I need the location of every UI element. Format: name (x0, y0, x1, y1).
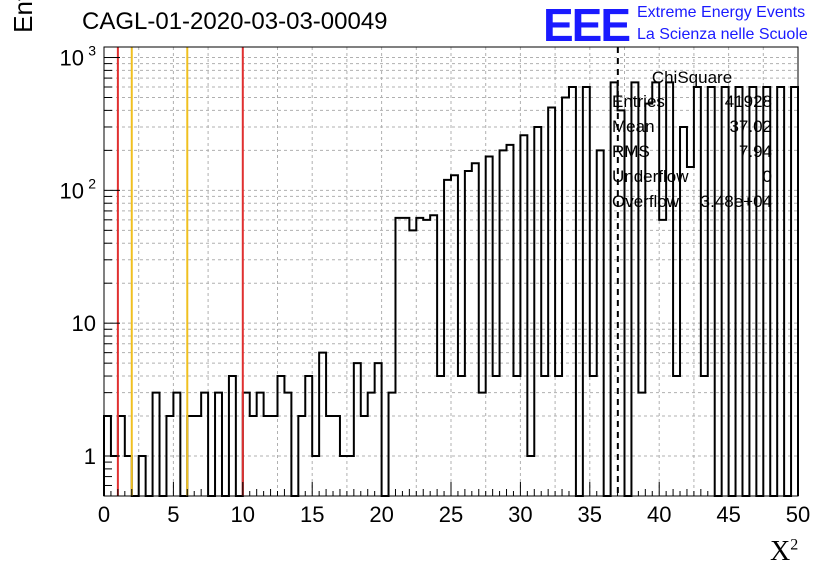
logo-line-1: Extreme Energy Events (637, 4, 806, 21)
x-tick-label: 5 (167, 502, 179, 527)
y-tick-label-superscript: 2 (88, 175, 96, 191)
x-axis-label-base: X (770, 536, 791, 567)
logo-line-2: La Scienza nelle Scuole (637, 26, 808, 43)
stats-value: 41928 (724, 92, 772, 111)
x-tick-label: 0 (98, 502, 110, 527)
x-tick-label: 20 (369, 502, 393, 527)
x-tick-label: 10 (231, 502, 255, 527)
stats-row: Entries 41928 (612, 92, 772, 117)
stats-name: ChiSquare (651, 68, 733, 87)
x-axis-ticks: 0 5 10 15 20 25 30 35 40 45 50 (98, 482, 810, 527)
stats-label: Entries (612, 92, 665, 111)
stats-row: Overflow 3.48e+04 (612, 192, 772, 217)
x-tick-label: 50 (786, 502, 810, 527)
y-tick-label: 10 (60, 46, 84, 71)
y-tick-label-superscript: 3 (88, 43, 96, 59)
stats-row: RMS 7.94 (612, 142, 772, 167)
stats-box: ChiSquare Entries 41928 Mean 37.02 RMS 7.94… (612, 68, 772, 217)
y-tick-label: 1 (84, 444, 96, 469)
stats-value: 37.02 (729, 117, 772, 136)
x-tick-label: 35 (578, 502, 602, 527)
histogram-bars (103, 81, 799, 497)
x-axis-label-superscript: 2 (790, 536, 799, 554)
stats-value: 0 (762, 167, 772, 186)
stats-value: 3.48e+04 (700, 192, 772, 211)
y-tick-label: 10 (60, 178, 84, 203)
y-axis-label: Entries/bin (8, 0, 39, 110)
y-tick-label: 10 (72, 311, 96, 336)
stats-row: Mean 37.02 (612, 117, 772, 142)
x-tick-label: 25 (439, 502, 463, 527)
x-tick-label: 15 (300, 502, 324, 527)
stats-value: 7.94 (738, 142, 772, 161)
stats-row: Underflow 0 (612, 167, 772, 192)
histogram-outline (103, 81, 799, 497)
stats-label: RMS (612, 142, 650, 161)
stats-label: Underflow (612, 167, 689, 186)
x-axis-label: X2 (770, 536, 798, 568)
x-tick-label: 45 (716, 502, 740, 527)
reference-lines (116, 47, 619, 496)
stats-label: Overflow (612, 192, 680, 211)
stats-label: Mean (612, 117, 655, 136)
chart-title: CAGL-01-2020-03-03-00049 (82, 8, 388, 35)
x-tick-label: 30 (508, 502, 532, 527)
eee-logo: EEE (543, 0, 631, 51)
x-tick-label: 40 (647, 502, 671, 527)
